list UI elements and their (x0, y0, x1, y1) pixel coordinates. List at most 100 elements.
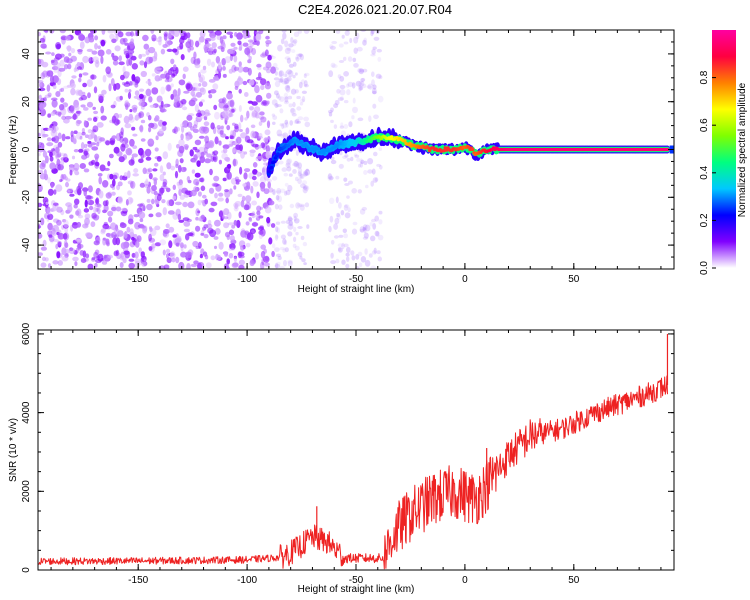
faint-speckle (334, 99, 340, 106)
faint-speckle (337, 97, 344, 101)
noise-speckle (67, 187, 74, 193)
faint-speckle (303, 171, 309, 176)
noise-speckle (80, 142, 85, 150)
noise-speckle (165, 187, 171, 193)
noise-speckle (163, 264, 170, 269)
noise-speckle (268, 237, 273, 245)
noise-speckle (185, 252, 193, 259)
noise-speckle (156, 156, 162, 162)
noise-speckle (202, 126, 210, 134)
noise-speckle (52, 224, 60, 233)
faint-speckle (343, 100, 349, 104)
faint-speckle (335, 196, 339, 204)
noise-speckle (151, 198, 155, 205)
noise-speckle (242, 80, 248, 86)
noise-speckle (49, 151, 53, 158)
noise-speckle (232, 148, 236, 153)
faint-speckle (279, 108, 284, 114)
noise-speckle (203, 234, 209, 239)
noise-speckle (173, 126, 178, 135)
noise-speckle (192, 240, 199, 248)
noise-speckle (44, 94, 52, 99)
noise-speckle (60, 209, 65, 216)
noise-speckle (162, 207, 167, 216)
noise-speckle (73, 203, 78, 209)
faint-speckle (367, 158, 374, 165)
faint-speckle (274, 203, 279, 210)
noise-speckle (205, 223, 213, 229)
faint-speckle (285, 162, 291, 168)
noise-speckle (94, 43, 98, 50)
faint-speckle (290, 88, 297, 95)
noise-speckle (138, 125, 143, 132)
faint-speckle (304, 169, 311, 176)
noise-speckle (119, 262, 124, 268)
noise-speckle (166, 199, 173, 207)
faint-speckle (360, 81, 365, 87)
noise-speckle (97, 203, 102, 208)
noise-speckle (258, 230, 264, 235)
faint-speckle (284, 56, 291, 60)
noise-speckle (124, 42, 130, 46)
faint-speckle (329, 215, 334, 223)
noise-speckle (238, 211, 242, 219)
noise-speckle (96, 122, 104, 128)
figure-title: C2E4.2026.021.20.07.R04 (298, 2, 452, 17)
noise-speckle (105, 226, 112, 230)
noise-speckle (78, 182, 83, 190)
noise-speckle (53, 189, 57, 195)
faint-speckle (272, 121, 276, 126)
noise-speckle (49, 30, 55, 34)
faint-speckle (358, 80, 363, 88)
noise-speckle (227, 222, 235, 226)
noise-speckle (71, 135, 77, 144)
faint-speckle (330, 119, 334, 123)
noise-speckle (62, 233, 68, 240)
noise-speckle (143, 43, 150, 50)
faint-speckle (274, 90, 279, 96)
noise-speckle (115, 33, 119, 42)
noise-speckle (86, 79, 93, 88)
noise-speckle (217, 255, 221, 261)
ridge-core (316, 147, 321, 151)
noise-speckle (154, 67, 162, 71)
snr-frame (37, 329, 675, 571)
noise-speckle (210, 201, 218, 207)
noise-speckle (43, 30, 49, 33)
noise-speckle (65, 136, 71, 140)
noise-speckle (39, 108, 46, 117)
colorbar-tick-label: 0.8 (699, 70, 710, 84)
faint-speckle (298, 81, 303, 89)
noise-speckle (222, 73, 227, 78)
noise-speckle (75, 238, 82, 242)
noise-speckle (111, 204, 117, 213)
noise-speckle (76, 120, 82, 124)
noise-speckle (133, 33, 137, 37)
faint-speckle (362, 224, 368, 231)
noise-speckle (153, 190, 158, 196)
noise-speckle (258, 226, 264, 231)
faint-speckle (294, 218, 300, 224)
noise-speckle (38, 202, 41, 208)
faint-speckle (297, 162, 302, 169)
noise-speckle (178, 179, 183, 186)
noise-speckle (40, 217, 45, 226)
noise-speckle (76, 61, 81, 67)
noise-speckle (264, 129, 271, 136)
spectrogram-y-tick-label: -40 (21, 237, 32, 252)
faint-speckle (343, 71, 349, 77)
noise-speckle (210, 122, 215, 130)
noise-speckle (146, 203, 153, 211)
faint-speckle (300, 183, 306, 189)
faint-speckle (284, 247, 289, 253)
faint-speckle (302, 180, 308, 186)
noise-speckle (77, 243, 82, 251)
noise-speckle (126, 226, 131, 233)
noise-speckle (198, 101, 203, 107)
noise-speckle (115, 206, 122, 212)
faint-speckle (303, 73, 307, 79)
noise-speckle (231, 108, 235, 113)
noise-speckle (85, 232, 92, 238)
noise-speckle (265, 151, 273, 159)
noise-speckle (53, 202, 59, 206)
